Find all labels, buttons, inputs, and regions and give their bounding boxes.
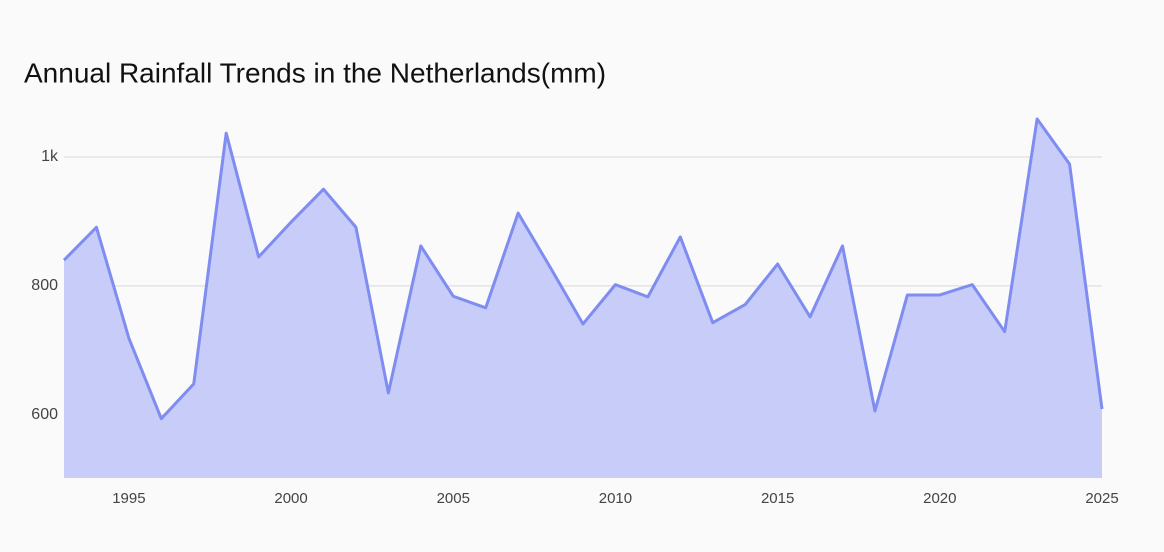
x-tick-label: 1995 xyxy=(112,490,145,507)
x-tick-label: 2005 xyxy=(437,490,470,507)
y-tick-label: 800 xyxy=(31,277,58,294)
x-tick-label: 2010 xyxy=(599,490,632,507)
y-tick-label: 600 xyxy=(31,406,58,423)
line xyxy=(62,117,1104,421)
x-tick-label: 2025 xyxy=(1085,490,1118,507)
y-tick-label: 1k xyxy=(41,148,59,165)
chart-title: Annual Rainfall Trends in the Netherland… xyxy=(24,57,606,88)
x-tick-label: 2000 xyxy=(274,490,307,507)
x-tick-label: 2020 xyxy=(923,490,956,507)
area xyxy=(64,118,1102,478)
x-tick-label: 2015 xyxy=(761,490,794,507)
